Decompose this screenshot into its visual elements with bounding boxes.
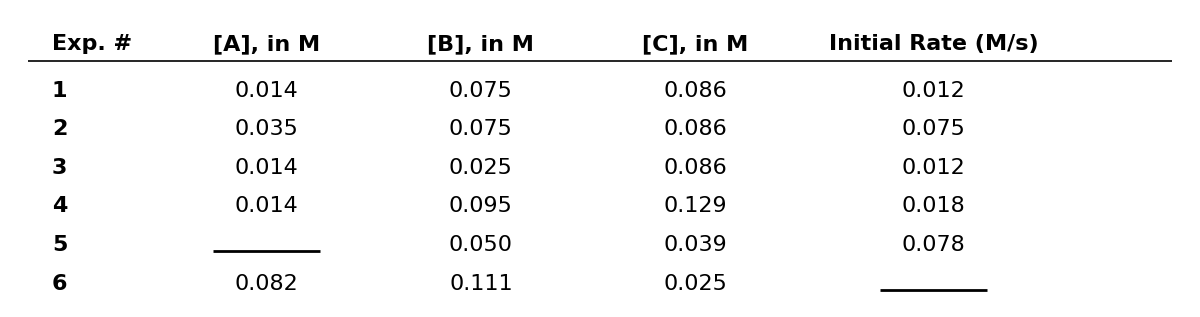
Text: 0.014: 0.014 [234,81,299,100]
Text: 0.111: 0.111 [449,274,512,294]
Text: 0.035: 0.035 [234,119,299,139]
Text: 0.039: 0.039 [664,235,727,255]
Text: 0.014: 0.014 [234,158,299,178]
Text: 0.095: 0.095 [449,196,512,216]
Text: 0.018: 0.018 [901,196,966,216]
Text: [B], in M: [B], in M [427,34,534,54]
Text: 0.014: 0.014 [234,196,299,216]
Text: 1: 1 [52,81,67,100]
Text: 0.025: 0.025 [449,158,512,178]
Text: 0.075: 0.075 [449,81,512,100]
Text: 6: 6 [52,274,67,294]
Text: 4: 4 [52,196,67,216]
Text: 0.086: 0.086 [664,158,727,178]
Text: 0.075: 0.075 [449,119,512,139]
Text: 0.012: 0.012 [901,81,966,100]
Text: 2: 2 [52,119,67,139]
Text: Initial Rate (M/s): Initial Rate (M/s) [829,34,1038,54]
Text: 3: 3 [52,158,67,178]
Text: 0.075: 0.075 [901,119,966,139]
Text: 0.082: 0.082 [234,274,299,294]
Text: 5: 5 [52,235,67,255]
Text: 0.050: 0.050 [449,235,512,255]
Text: 0.078: 0.078 [901,235,966,255]
Text: 0.086: 0.086 [664,81,727,100]
Text: 0.012: 0.012 [901,158,966,178]
Text: 0.086: 0.086 [664,119,727,139]
Text: Exp. #: Exp. # [52,34,132,54]
Text: 0.025: 0.025 [664,274,727,294]
Text: 0.129: 0.129 [664,196,727,216]
Text: [C], in M: [C], in M [642,34,749,54]
Text: [A], in M: [A], in M [212,34,320,54]
